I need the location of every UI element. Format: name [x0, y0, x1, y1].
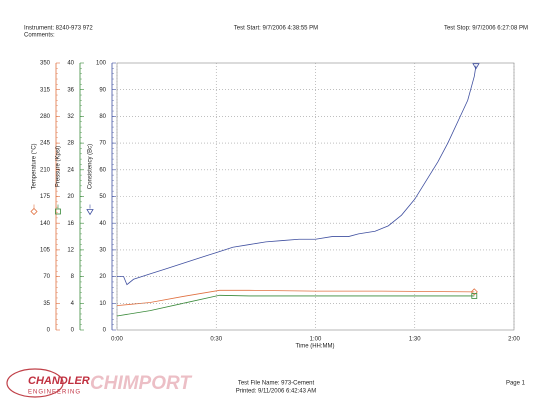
y-axis-title: Consistency (Bc)	[88, 144, 94, 189]
y-tick-label: 140	[40, 221, 51, 227]
y-tick-label: 90	[99, 87, 106, 93]
watermark: CHIMPORT	[90, 373, 192, 394]
y-tick-label: 12	[67, 247, 74, 253]
marker	[55, 208, 61, 215]
series-line	[117, 65, 477, 286]
logo-sub: ENGINEERING	[28, 390, 81, 396]
logo-swoosh	[6, 368, 64, 398]
y-tick-label: 210	[40, 167, 51, 173]
x-tick-label: 0:00	[111, 337, 123, 343]
y-tick-label: 0	[71, 328, 75, 334]
marker	[471, 293, 478, 299]
marker	[470, 288, 478, 296]
marker	[86, 209, 94, 216]
y-tick-label: 80	[99, 114, 106, 120]
y-tick-label: 32	[67, 114, 74, 120]
y-tick-label: 36	[67, 87, 74, 93]
y-tick-label: 105	[40, 247, 51, 253]
y-tick-label: 60	[99, 167, 106, 173]
x-tick-label: 0:30	[210, 337, 222, 343]
series-line	[116, 294, 475, 317]
y-tick-label: 245	[40, 141, 51, 147]
x-axis-title: Time (HH:MM)	[295, 344, 334, 350]
y-tick-label: 20	[99, 274, 106, 280]
x-tick-label: 1:30	[409, 337, 421, 343]
y-tick-label: 10	[99, 301, 106, 307]
y-axis-title: Temperature (°C)	[32, 143, 38, 189]
printed: Printed: 9/11/2006 6:42:43 AM	[236, 389, 317, 395]
y-tick-label: 70	[99, 141, 106, 147]
test-stop: Test Stop: 9/7/2006 6:27:08 PM	[444, 26, 528, 32]
y-tick-label: 30	[99, 247, 106, 253]
x-tick-label: 1:00	[310, 337, 322, 343]
y-tick-label: 50	[99, 194, 106, 200]
y-tick-label: 175	[40, 194, 51, 200]
y-tick-label: 28	[67, 141, 74, 147]
y-tick-label: 20	[67, 194, 74, 200]
y-tick-label: 0	[47, 328, 51, 334]
logo: CHANDLER ENGINEERING CHIMPORT	[6, 368, 192, 398]
comments: Comments:	[24, 33, 55, 39]
y-axis-title: Pressure (Kpsi)	[56, 146, 62, 187]
logo-main: CHANDLER	[28, 375, 90, 387]
y-tick-label: 4	[71, 301, 75, 307]
x-tick-label: 2:00	[508, 337, 520, 343]
y-tick-label: 24	[67, 167, 74, 173]
y-tick-label: 35	[43, 301, 50, 307]
y-tick-label: 350	[40, 61, 51, 67]
instrument: Instrument: 8240-973 972	[24, 26, 93, 32]
test-start: Test Start: 9/7/2006 4:38:55 PM	[234, 26, 318, 32]
y-tick-label: 70	[43, 274, 50, 280]
marker	[472, 63, 480, 70]
y-tick-label: 100	[96, 61, 107, 67]
series-line	[116, 289, 475, 306]
y-tick-label: 16	[67, 221, 74, 227]
y-tick-label: 315	[40, 87, 51, 93]
file-name: Test File Name: 973-Cement	[238, 381, 315, 387]
y-tick-label: 0	[103, 328, 107, 334]
y-tick-label: 8	[71, 274, 75, 280]
page-number: Page 1	[506, 381, 526, 387]
marker	[30, 207, 38, 216]
y-tick-label: 280	[40, 114, 51, 120]
y-tick-label: 40	[67, 61, 74, 67]
y-tick-label: 40	[99, 221, 106, 227]
